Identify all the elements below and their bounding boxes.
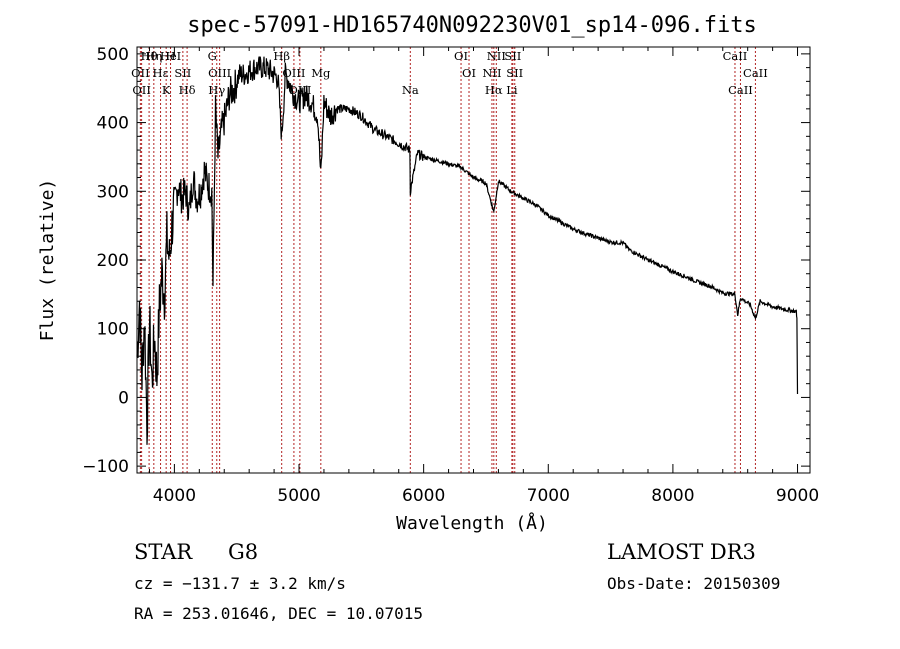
line-label-18: OI: [454, 49, 468, 63]
line-label-26: CaII: [728, 83, 753, 97]
line-label-8: Hδ: [179, 83, 196, 97]
x-tick-label-4: 8000: [651, 486, 694, 506]
line-label-28: CaII: [743, 66, 768, 80]
y-tick-label-3: 200: [97, 251, 129, 271]
line-label-4: Hε: [153, 66, 169, 80]
line-label-27: CaII: [723, 49, 748, 63]
line-label-20: Hα: [485, 83, 503, 97]
line-label-25: SII: [506, 66, 523, 80]
y-axis: −100 0 100 200 300 400 500: [82, 45, 810, 477]
observation-date: Obs-Date: 20150309: [607, 574, 780, 593]
line-label-22: NII: [482, 66, 501, 80]
line-label-15: Hβ: [273, 49, 290, 63]
x-axis: 4000 5000 6000 7000 8000 9000: [148, 47, 819, 506]
line-label-11: Hγ: [208, 83, 225, 97]
y-tick-label-6: 500: [97, 45, 129, 65]
x-tick-label-3: 7000: [527, 486, 570, 506]
line-label-21: SII: [504, 49, 521, 63]
line-label-2: OII: [132, 83, 151, 97]
line-label-6: HeI: [160, 49, 181, 63]
x-axis-label: Wavelength (Å): [396, 512, 548, 534]
y-axis-label: Flux (relative): [37, 179, 58, 342]
survey-name: LAMOST DR3: [607, 540, 756, 564]
line-label-23: Li: [506, 83, 518, 97]
x-tick-label-1: 5000: [277, 486, 320, 506]
line-label-7: SII: [174, 66, 191, 80]
coordinates: RA = 253.01646, DEC = 10.07015: [134, 604, 423, 623]
spectrum-line: [136, 56, 799, 445]
y-tick-label-2: 100: [97, 320, 129, 340]
x-tick-label-0: 4000: [153, 486, 196, 506]
y-tick-label-4: 300: [97, 182, 129, 202]
line-label-17: Na: [402, 83, 419, 97]
redshift-info: cz = −131.7 ± 3.2 km/s: [134, 574, 346, 593]
line-label-12: G: [208, 49, 217, 63]
object-type: STAR: [134, 540, 193, 564]
line-label-5: K: [162, 83, 171, 97]
line-label-10: OIII: [208, 66, 231, 80]
object-subclass: G8: [228, 540, 258, 564]
spectral-line-labels: HθOIIOIIHηHεKHeISIIHδHOIIIHγGOIIIOIIIHβM…: [131, 49, 768, 97]
line-label-3: Hη: [145, 49, 162, 63]
spectral-line-markers: [139, 47, 756, 473]
y-tick-label-1: 0: [118, 388, 129, 408]
line-label-24: NII: [487, 49, 506, 63]
line-label-1: OII: [131, 66, 150, 80]
line-label-19: OI: [462, 66, 476, 80]
x-tick-label-5: 9000: [776, 486, 819, 506]
chart-title: spec-57091-HD165740N092230V01_sp14-096.f…: [187, 13, 757, 38]
line-label-9: H: [166, 49, 176, 63]
line-label-0: Hθ: [141, 49, 158, 63]
line-label-13: OIII: [282, 66, 305, 80]
line-label-16: Mg: [311, 66, 331, 80]
y-tick-label-0: −100: [82, 457, 129, 477]
plot-frame: [136, 46, 811, 474]
x-tick-label-2: 6000: [402, 486, 445, 506]
y-tick-label-5: 400: [97, 114, 129, 134]
